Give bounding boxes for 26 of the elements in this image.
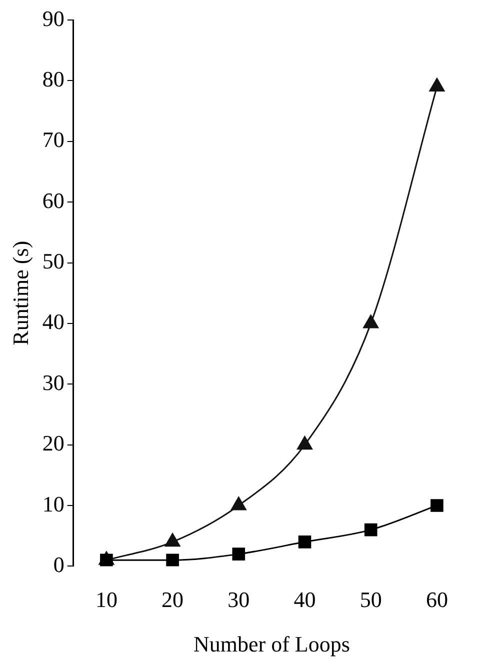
y-tick-label: 90: [42, 6, 64, 31]
x-tick-label: 30: [228, 587, 250, 612]
point: [363, 314, 379, 328]
y-axis-title: Runtime (s): [8, 240, 33, 346]
y-tick-label: 60: [42, 188, 64, 213]
point: [166, 554, 179, 566]
y-tick-label: 80: [42, 66, 64, 92]
x-tick-label: 40: [294, 587, 316, 612]
y-tick-label: 0: [53, 552, 64, 577]
y-tick-label: 20: [42, 430, 64, 456]
x-tick-label: 50: [360, 587, 382, 612]
x-tick-label: 10: [95, 587, 118, 612]
x-tick-label: 60: [426, 587, 448, 612]
point: [429, 78, 445, 92]
y-tick-label: 30: [42, 370, 64, 395]
point: [298, 536, 312, 548]
point: [232, 548, 246, 560]
point: [430, 499, 444, 512]
y-tick-label: 40: [42, 309, 64, 334]
y-tick-label: 10: [42, 491, 64, 516]
point: [364, 523, 378, 536]
x-tick-label: 20: [162, 587, 184, 612]
y-tick-label: 70: [42, 127, 64, 152]
point: [297, 436, 312, 450]
y-tick-label: 50: [42, 248, 64, 274]
x-axis-title: Number of Loops: [193, 632, 350, 657]
